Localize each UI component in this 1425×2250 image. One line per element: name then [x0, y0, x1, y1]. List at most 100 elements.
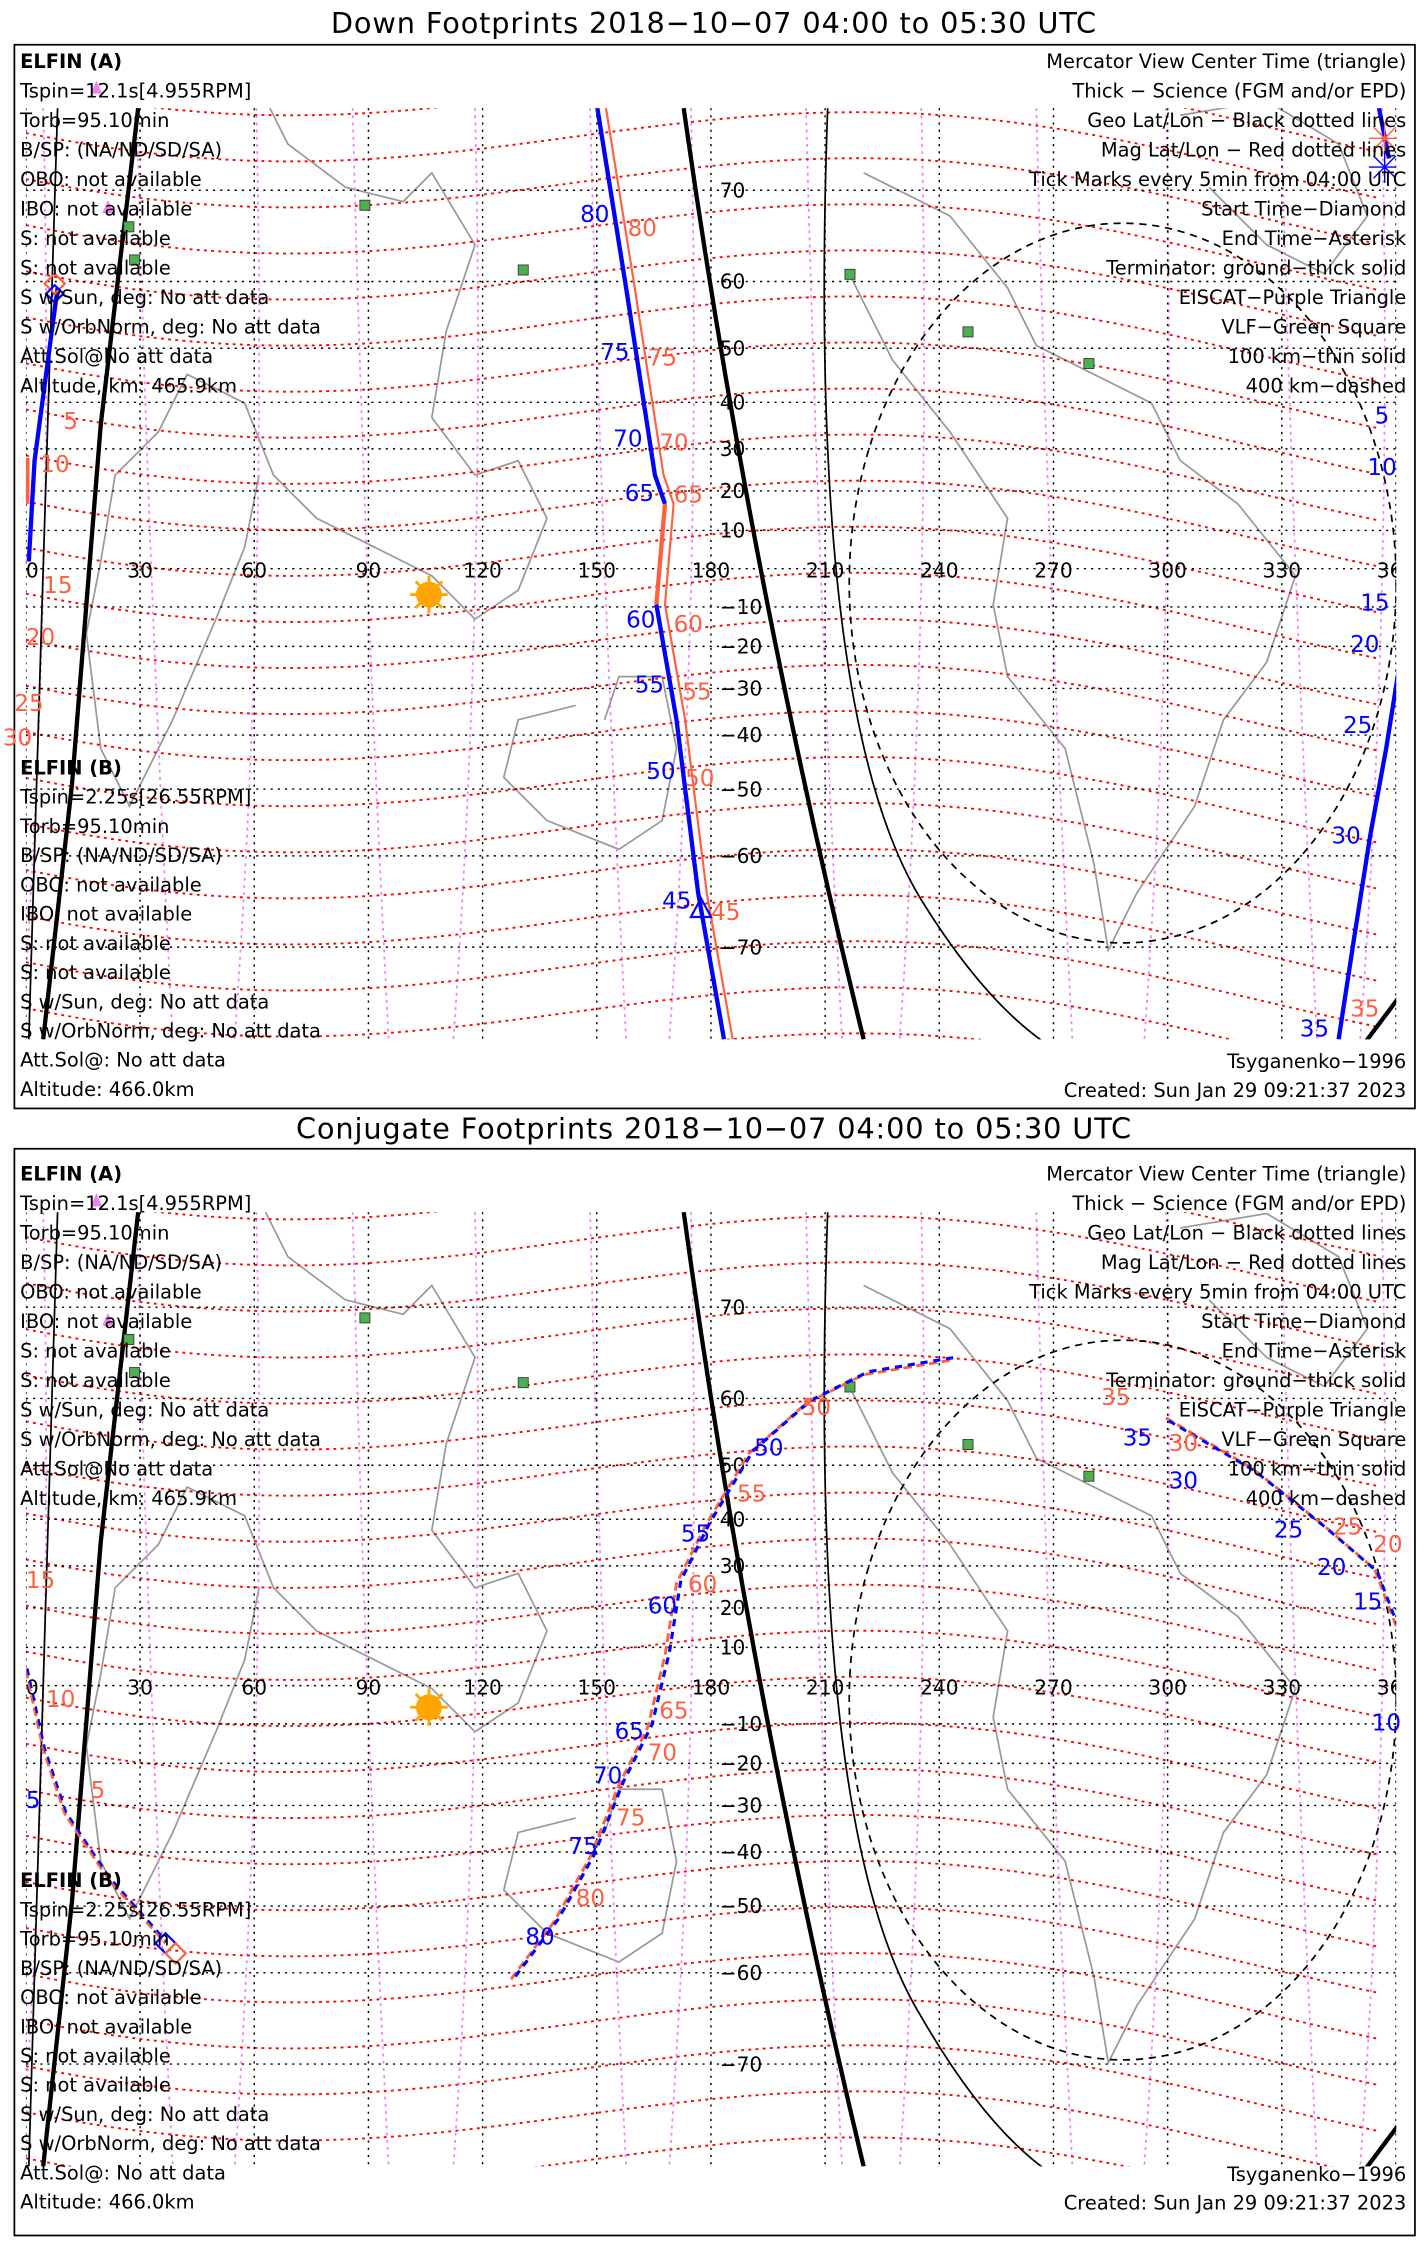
- elfin-a-info-line: Torb=95.10min: [19, 1221, 169, 1244]
- mag-lat-line: [25, 1721, 1380, 1810]
- track-tick-label-a: 5: [26, 1788, 41, 1814]
- mag-lat-line: [25, 1629, 1380, 1718]
- 400km-curve: [848, 222, 1397, 944]
- lat-tick-label: −50: [720, 1894, 763, 1918]
- lat-tick-label: 20: [720, 479, 746, 503]
- elfin-a-info-line: S w/OrbNorm, deg: No att data: [20, 315, 321, 338]
- legend-item: Terminator: ground−thick solid: [1105, 1369, 1406, 1392]
- mag-lat-line: [25, 802, 1380, 890]
- elfin-b-info-line: OBO: not available: [20, 1986, 202, 2009]
- track-tick-label-a: 80: [525, 1925, 554, 1951]
- mag-lon-line: [452, 1212, 479, 2167]
- 100km-curve-left: [27, 108, 59, 1040]
- track-tick-label-b: 70: [648, 1740, 677, 1766]
- coastline: [502, 675, 678, 851]
- track-tick-label-b: 75: [648, 346, 677, 372]
- elfin-a-info-line: IBO: not available: [20, 1310, 192, 1333]
- track-tick-label-a: 50: [646, 759, 675, 785]
- map-area: 0 30 60 90 120 150 180 210 240 270 300 330 360 70 60 50…: [25, 108, 1397, 1040]
- lat-tick-label: 60: [720, 1387, 746, 1411]
- elfin-a-info-line: Torb=95.10min: [19, 109, 169, 132]
- elfin-b-label: ELFIN (B): [20, 757, 122, 780]
- track-tick-label-a: 25: [1274, 1517, 1303, 1543]
- lon-tick-label: 270: [1034, 558, 1072, 582]
- elfin-a-track: [514, 1355, 955, 1978]
- track-tick-label-a: 10: [1367, 455, 1396, 481]
- track-tick-label-a: 10: [1372, 1710, 1401, 1736]
- track-tick-label-a: 60: [626, 608, 655, 634]
- legend-item: EISCAT−Purple Triangle: [1179, 286, 1407, 309]
- lat-tick-label: 20: [720, 1596, 746, 1620]
- track-tick-label-b: 65: [659, 1699, 688, 1725]
- lon-tick-label: 240: [920, 558, 958, 582]
- elfin-science-segment: [654, 503, 668, 605]
- panel-title: Down Footprints 2018−10−07 04:00 to 05:3…: [331, 6, 1097, 40]
- lat-tick-label: 30: [720, 437, 746, 461]
- track-tick-label-a: 5: [1375, 403, 1390, 429]
- mag-lon-line: [1035, 1212, 1074, 2167]
- lat-tick-label: −10: [720, 1712, 763, 1736]
- elfin-b-info-line: Tspin=2.25s[26.55RPM]: [19, 1898, 251, 1921]
- legend-item: Mag Lat/Lon − Red dotted lines: [1101, 1251, 1406, 1274]
- lat-tick-label: −60: [720, 844, 763, 868]
- sun-disk: [415, 581, 442, 608]
- elfin-b-info-line: S: not available: [20, 2044, 171, 2067]
- vlf-station-square: [962, 326, 974, 338]
- lon-tick-label: 300: [1148, 558, 1186, 582]
- end-asterisk: [1372, 155, 1397, 179]
- track-tick-label-b: 30: [1169, 1431, 1198, 1457]
- lon-tick-label: 120: [463, 1675, 501, 1699]
- model-label: Tsyganenko−1996: [1226, 1050, 1406, 1073]
- track-tick-label-b: 50: [685, 766, 714, 792]
- terminator-right: [681, 108, 866, 1040]
- elfin-b-info-line: Att.Sol@: No att data: [20, 2161, 226, 2184]
- mag-lat-line: [25, 1767, 1380, 1856]
- lat-tick-label: −70: [720, 2052, 763, 2076]
- lon-tick-label: 60: [241, 1675, 267, 1699]
- lat-tick-label: 10: [720, 1636, 746, 1660]
- panel-title: Conjugate Footprints 2018−10−07 04:00 to…: [296, 1112, 1132, 1146]
- lon-tick-label: 330: [1263, 1675, 1301, 1699]
- model-label: Tsyganenko−1996: [1226, 2163, 1406, 2186]
- legend-item: Mercator View Center Time (triangle): [1046, 1162, 1406, 1185]
- elfin-a-track-left: [26, 1668, 168, 1943]
- elfin-a-info-line: B/SP: (NA/ND/SD/SA): [20, 1251, 222, 1274]
- track-tick-label-b: 20: [1373, 1532, 1402, 1558]
- elfin-a-info-line: B/SP: (NA/ND/SD/SA): [20, 138, 222, 161]
- 100km-curve: [823, 1212, 1043, 2167]
- lat-tick-label: −30: [720, 677, 763, 701]
- coastline: [85, 1212, 548, 1921]
- track-tick-label-a: 80: [580, 202, 609, 228]
- mag-lon-line: [351, 1212, 390, 2167]
- legend-item: Tick Marks every 5min from 04:00 UTC: [1028, 1280, 1406, 1303]
- vlf-station-square: [517, 1377, 529, 1389]
- eiscat-triangle: [102, 200, 114, 214]
- lat-tick-label: 70: [720, 1295, 746, 1319]
- created-timestamp: Created: Sun Jan 29 09:21:37 2023: [1064, 1079, 1407, 1102]
- track-tick-label-a: 30: [1169, 1468, 1198, 1494]
- track-tick-label-a: 75: [569, 1834, 598, 1860]
- center-time-triangle: [689, 896, 713, 919]
- track-tick-label-b: 80: [628, 216, 657, 242]
- lat-tick-label: −70: [720, 935, 763, 959]
- lon-tick-label: 30: [127, 558, 153, 582]
- elfin-a-info-line: IBO: not available: [20, 197, 192, 220]
- lat-tick-label: −50: [720, 777, 763, 801]
- terminator-left: [41, 108, 141, 1040]
- elfin-b-info-line: Att.Sol@: No att data: [20, 1049, 226, 1072]
- vlf-station-square: [1083, 358, 1095, 370]
- start-diamond-b: [164, 1941, 188, 1965]
- lon-tick-label: 120: [463, 558, 501, 582]
- elfin-b-info-line: B/SP: (NA/ND/SD/SA): [20, 844, 222, 867]
- lon-tick-label: 150: [578, 558, 616, 582]
- elfin-a-info-line: S w/OrbNorm, deg: No att data: [20, 1428, 321, 1451]
- legend-item: Geo Lat/Lon − Black dotted lines: [1087, 1221, 1406, 1244]
- track-tick-label-b: 75: [616, 1805, 645, 1831]
- elfin-a-info-line: Att.Sol@No att data: [20, 345, 213, 368]
- lat-tick-label: −60: [720, 1961, 763, 1985]
- track-tick-label-a: 55: [635, 672, 664, 698]
- lon-tick-label: 360: [1377, 1675, 1415, 1699]
- elfin-a-info-line: OBO: not available: [20, 1280, 202, 1303]
- vlf-station-square: [1083, 1470, 1095, 1482]
- lon-tick-label: 90: [356, 558, 382, 582]
